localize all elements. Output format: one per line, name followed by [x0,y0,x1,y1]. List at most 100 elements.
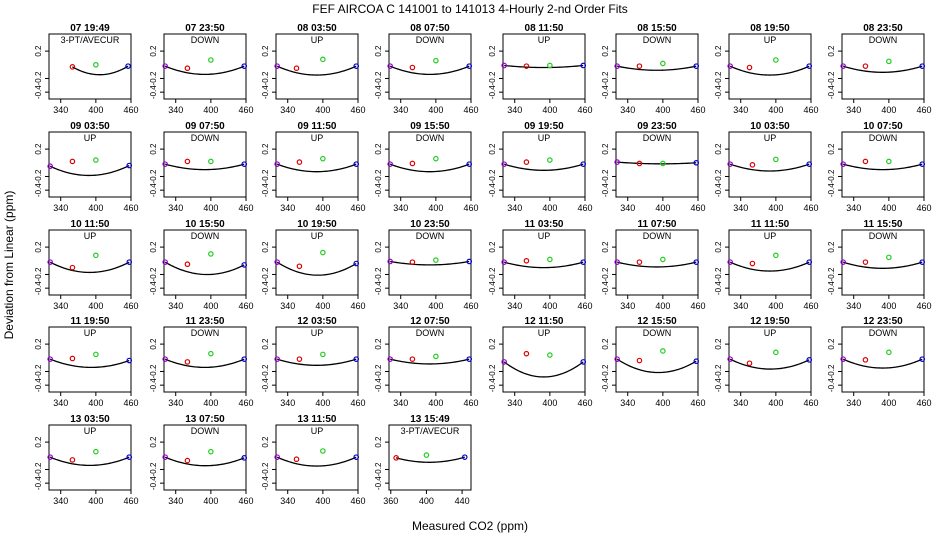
data-point [523,350,530,357]
fit-curve [504,163,584,171]
x-tick-label: 460 [238,398,253,408]
data-point [409,64,416,71]
panel-time: 11 23:50 [186,316,225,327]
x-tick-label: 460 [350,496,365,506]
fit-curve [165,163,245,171]
fit-curve [277,358,357,366]
x-tick-label: 400 [428,301,443,311]
y-tick-label: 0.2 [374,143,383,155]
x-tick-label: 340 [846,398,861,408]
data-point [241,356,248,362]
data-point [501,161,507,167]
x-tick-label: 340 [53,496,68,506]
panel-time: 11 15:50 [864,219,903,230]
y-tick-label: -0.4 [827,281,836,295]
data-point [660,160,666,167]
y-tick-label: 0.2 [374,338,383,350]
data-point [614,63,620,69]
x-tick-label: 400 [768,105,783,115]
y-tick-label: 0.2 [149,45,158,57]
y-tick-label: 0.2 [149,338,158,350]
data-point [126,259,133,265]
x-tick-label: 460 [350,203,365,213]
y-tick-label: 0.2 [261,338,270,350]
x-tick-label: 460 [238,105,253,115]
panel-mode-label: UP [84,328,97,338]
y-tick-label: -0.2 [34,364,43,378]
x-tick-label: 340 [393,203,408,213]
panel-frame [48,33,132,100]
y-tick-label: 0.2 [827,45,836,57]
x-tick-label: 400 [768,203,783,213]
data-point [93,61,99,68]
y-tick-label: -0.2 [374,462,383,476]
data-point [353,356,360,362]
panel-mode-label: DOWN [869,35,898,45]
data-point [523,257,530,264]
data-point [296,356,303,362]
data-point [862,63,869,69]
data-point [126,162,133,169]
x-tick-label: 340 [280,203,295,213]
data-point [274,63,280,69]
y-tick-label: -0.2 [34,169,43,183]
x-tick-label: 400 [428,105,443,115]
data-point [580,161,587,167]
data-point [423,452,430,458]
y-tick-label: -0.2 [261,462,270,476]
y-tick-label: 0.2 [488,45,497,57]
y-tick-label: -0.4 [488,85,497,99]
data-point [409,259,416,265]
data-point [614,259,620,265]
data-point [806,357,813,363]
panel-time: 08 19:50 [750,23,790,34]
panel-mode-label: DOWN [191,231,220,241]
panel-time: 11 19:50 [71,316,110,327]
x-tick-label: 400 [655,105,670,115]
x-tick-label: 340 [620,398,635,408]
data-point [126,454,133,460]
data-point [636,160,643,167]
panel-time: 10 19:50 [297,219,337,230]
x-tick-label: 460 [463,105,478,115]
panel-mode-label: UP [764,231,777,241]
data-point [47,454,53,460]
x-tick-label: 400 [542,398,557,408]
y-tick-label: -0.4 [261,378,270,392]
y-tick-label: -0.2 [714,71,723,85]
x-tick-label: 340 [53,203,68,213]
x-tick-label: 400 [881,105,896,115]
x-tick-label: 460 [123,496,138,506]
data-point [293,456,300,463]
data-point [523,63,530,69]
x-tick-label: 340 [393,301,408,311]
y-tick-label: -0.4 [714,183,723,197]
y-tick-label: -0.4 [714,378,723,392]
y-tick-label: -0.4 [827,378,836,392]
x-tick-label: 400 [315,398,330,408]
data-point [353,260,360,267]
x-tick-label: 400 [88,105,103,115]
y-tick-label: 0.2 [34,45,43,57]
data-point [69,64,76,70]
data-point [69,264,76,271]
data-point [353,161,360,167]
panel-mode-label: UP [538,328,551,338]
panel-mode-label: DOWN [869,133,898,143]
x-tick-label: 460 [350,105,365,115]
data-point [208,448,214,455]
data-point [806,161,813,167]
data-point [162,259,168,265]
fit-curve [729,65,810,76]
data-point [727,259,733,265]
x-tick-label: 340 [280,301,295,311]
y-tick-label: -0.2 [714,267,723,281]
panel-time: 09 07:50 [185,121,225,132]
